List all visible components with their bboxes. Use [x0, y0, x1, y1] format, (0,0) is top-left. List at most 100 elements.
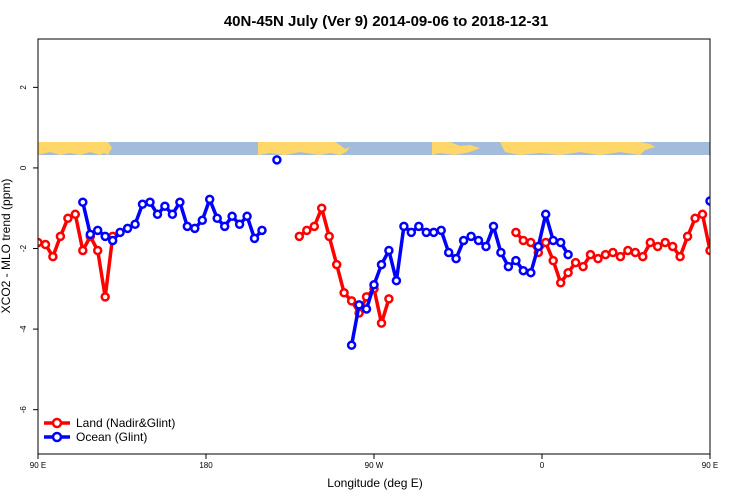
ocean-data-point — [204, 194, 215, 205]
land-data-point — [376, 318, 387, 328]
y-tick-label: 0 — [19, 165, 28, 170]
ocean-data-point — [533, 241, 544, 252]
ocean-data-point — [721, 227, 728, 234]
land-data-point — [585, 249, 596, 260]
y-tick-label: -4 — [19, 325, 28, 333]
ocean-data-point — [369, 280, 379, 290]
ocean-data-point — [443, 247, 454, 258]
land-data-point — [309, 221, 320, 232]
ocean-data-point — [548, 235, 558, 246]
ocean-data-point — [100, 231, 110, 242]
strip-land-europe — [432, 142, 480, 155]
x-tick-label: 0 — [540, 461, 545, 470]
ocean-data-point — [160, 201, 170, 211]
ocean-data-point — [145, 197, 155, 207]
land-data-point — [384, 294, 394, 304]
ocean-data-point — [85, 229, 96, 240]
land-data-point — [729, 293, 736, 300]
ocean-data-point — [736, 237, 743, 244]
land-data-point — [526, 237, 536, 248]
ocean-data-point — [391, 275, 402, 286]
ocean-data-point — [376, 259, 387, 270]
land-data-point — [294, 231, 305, 242]
x-tick-label: 90 W — [365, 461, 384, 470]
land-data-point — [346, 296, 357, 306]
land-data-point — [324, 231, 334, 242]
ocean-data-point — [705, 196, 710, 206]
y-tick-label: -2 — [19, 244, 28, 252]
ocean-data-point — [190, 223, 200, 234]
ocean-data-point — [354, 300, 364, 310]
land-data-point — [316, 203, 327, 213]
ocean-data-point — [152, 209, 163, 220]
land-data-point — [555, 278, 566, 288]
ocean-data-point — [115, 227, 125, 238]
ocean-data-point — [466, 231, 476, 242]
y-tick-label: 2 — [19, 85, 28, 90]
strip-land-eurasia-west — [38, 142, 112, 155]
land-data-point — [721, 247, 728, 254]
ocean-data-point — [428, 227, 439, 238]
land-data-point — [645, 237, 656, 248]
land-data-point — [705, 245, 710, 256]
ocean-data-point — [272, 155, 282, 165]
ocean-data-point — [361, 304, 372, 314]
legend-ocean-label: Ocean (Glint) — [76, 430, 147, 444]
land-data-point — [540, 237, 551, 248]
ocean-data-point — [406, 227, 417, 238]
land-data-point — [690, 213, 700, 224]
ocean-data-point — [175, 197, 185, 207]
ocean-data-point — [526, 267, 536, 278]
ocean-data-point — [167, 209, 178, 220]
ocean-data-point — [92, 225, 103, 236]
land-data-point — [563, 267, 573, 278]
land-data-point — [578, 261, 588, 272]
land-data-point — [593, 253, 603, 264]
land-data-point — [697, 209, 708, 220]
ocean-data-point — [122, 223, 133, 234]
land-data-point — [331, 259, 342, 270]
land-data-point — [48, 251, 58, 262]
land-data-point — [100, 292, 110, 302]
land-data-point — [630, 247, 641, 258]
ocean-data-point — [451, 253, 461, 264]
y-axis: 2 0 -2 -4 -6 — [19, 85, 38, 413]
land-data-point — [518, 235, 529, 246]
x-tick-label: 90 E — [30, 461, 46, 470]
ocean-data-point — [540, 209, 551, 220]
x-tick-label: 90 E — [702, 461, 718, 470]
ocean-data-point — [212, 213, 222, 224]
ocean-data-point — [729, 233, 736, 240]
ocean-data-point — [473, 235, 484, 246]
land-data-point — [78, 245, 88, 256]
ocean-data-point — [346, 340, 357, 350]
land-data-point — [70, 209, 81, 220]
ocean-data-point — [249, 233, 260, 244]
ocean-data-point — [242, 211, 252, 222]
ocean-data-point — [78, 197, 88, 207]
legend-ocean-marker — [51, 431, 63, 443]
ocean-data-point — [182, 221, 193, 232]
land-data-point — [600, 249, 611, 260]
land-data-point — [638, 251, 648, 262]
ocean-data-point — [555, 237, 566, 248]
x-axis-label: Longitude (deg E) — [327, 476, 422, 490]
land-data-point — [40, 239, 51, 250]
ocean-data-point — [137, 199, 148, 209]
plot-frame — [37, 38, 711, 455]
legend: Land (Nadir&Glint)Ocean (Glint) — [44, 416, 175, 444]
land-data-point — [339, 288, 349, 298]
ocean-data-point — [503, 261, 514, 272]
strip-land-north-america — [258, 142, 350, 155]
land-data-point — [682, 231, 693, 242]
ocean-data-point — [219, 221, 230, 232]
ocean-data-point — [197, 215, 208, 226]
plot-area — [38, 155, 743, 350]
ocean-data-point — [414, 221, 424, 232]
land-data-point — [714, 233, 721, 240]
ocean-data-point — [496, 247, 506, 258]
land-data-point — [511, 227, 521, 238]
legend-land-marker — [51, 417, 63, 429]
land-data-point — [55, 231, 66, 242]
